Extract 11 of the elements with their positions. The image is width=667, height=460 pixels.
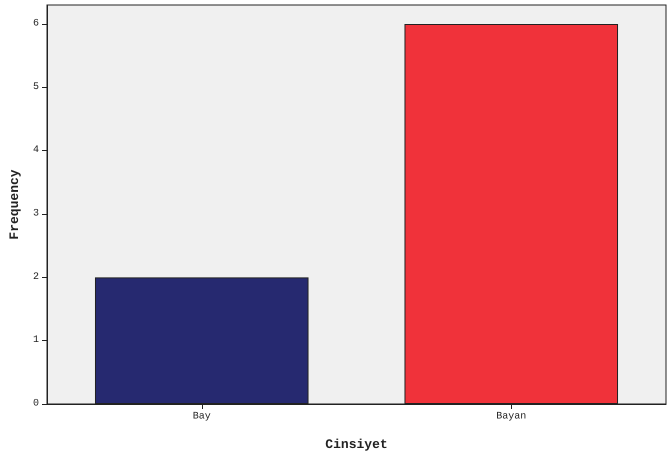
x-tick-label: Bay xyxy=(192,412,211,422)
y-tick-label: 0 xyxy=(32,398,39,410)
y-tick-label: 6 xyxy=(32,18,39,30)
y-axis-title: Frequency xyxy=(7,169,22,240)
y-tick-label: 4 xyxy=(32,145,39,156)
y-tick-label: 3 xyxy=(32,208,39,220)
x-axis-title: Cinsiyet xyxy=(325,437,388,452)
x-tick-label: Bayan xyxy=(496,412,526,422)
y-tick-label: 5 xyxy=(32,82,39,93)
y-tick-label: 1 xyxy=(32,335,39,346)
y-tick-label: 2 xyxy=(32,272,39,283)
